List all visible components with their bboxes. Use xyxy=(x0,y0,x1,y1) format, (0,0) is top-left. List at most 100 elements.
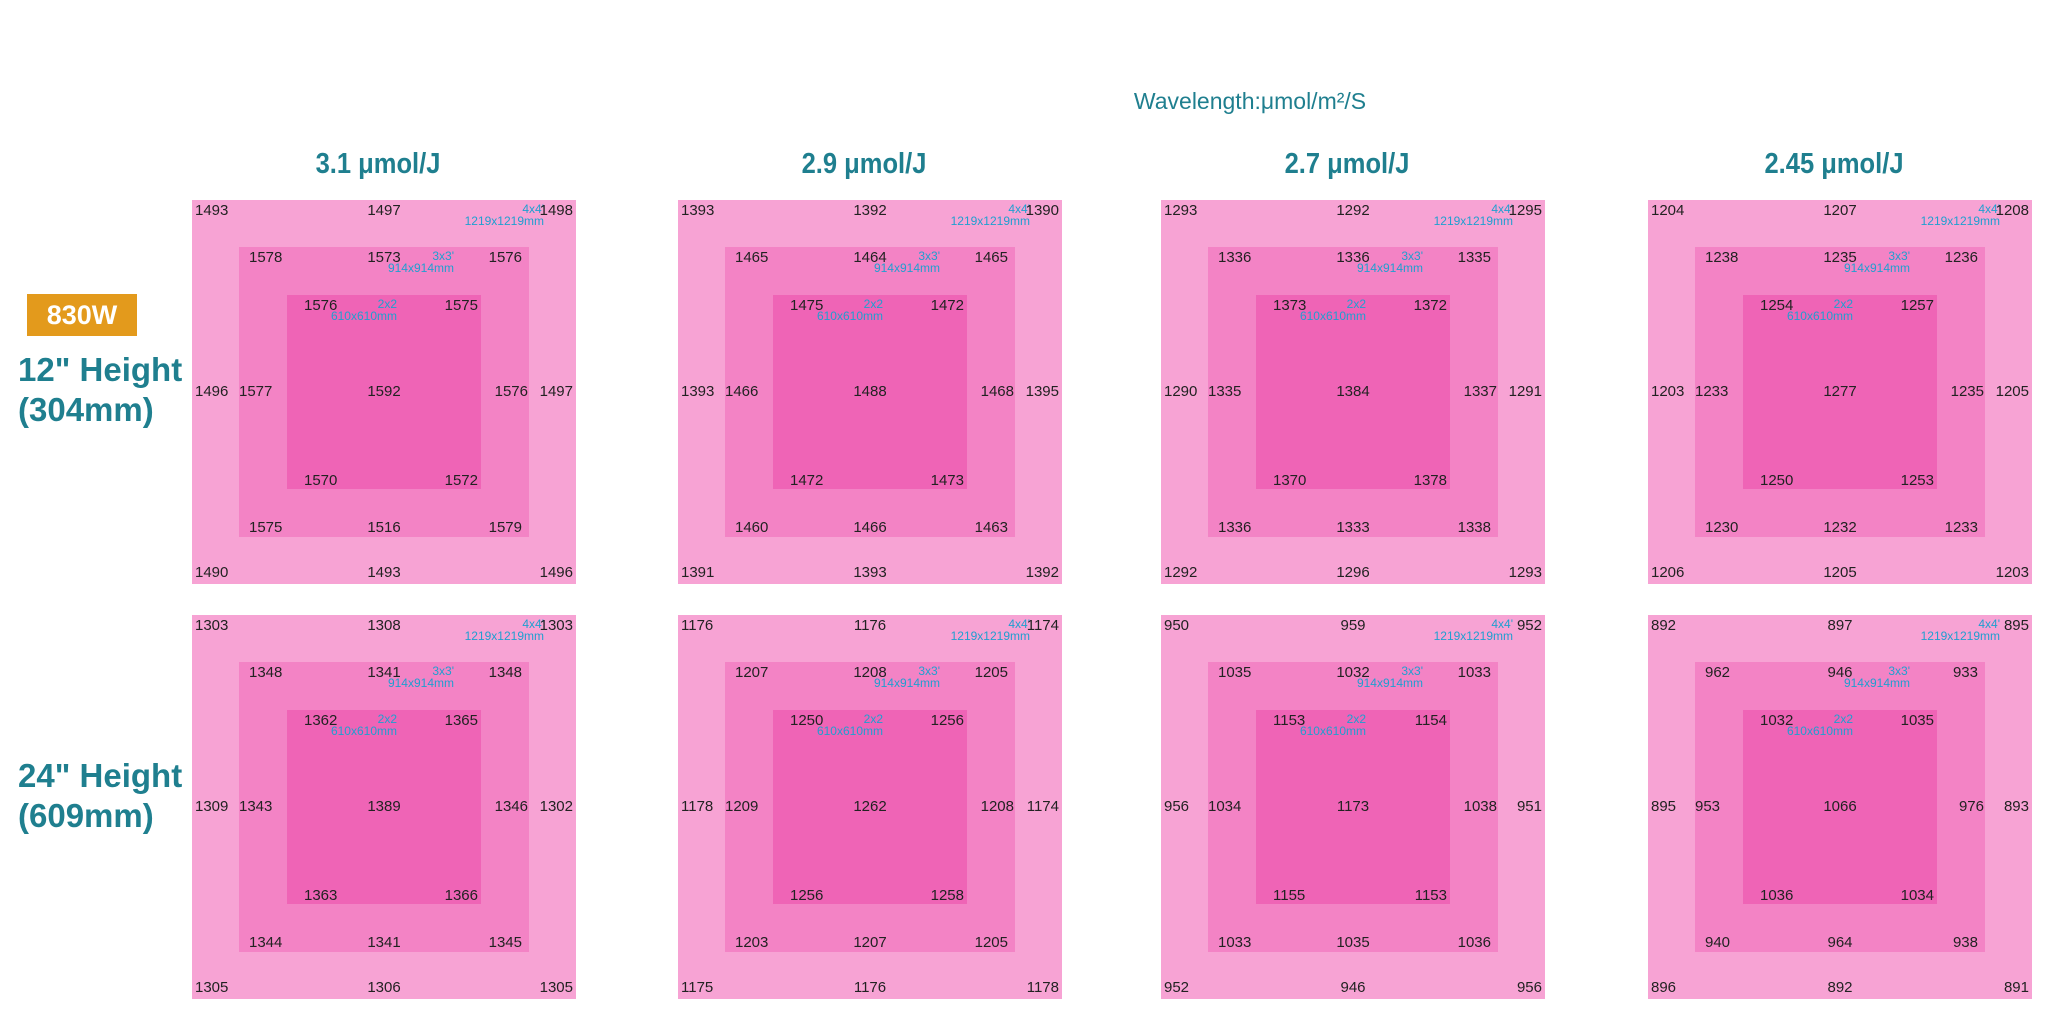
ppfd-value-m-bm: 1341 xyxy=(367,934,401,951)
ppfd-value-o-bl: 1292 xyxy=(1164,564,1198,581)
ppfd-value-o-tr: 1174 xyxy=(1026,617,1059,634)
ppfd-value-m-tr: 1236 xyxy=(1944,249,1978,266)
ppfd-value-i-tr: 1472 xyxy=(930,297,964,314)
ppfd-value-m-br: 1345 xyxy=(488,934,522,951)
ppfd-value-o-bm: 1205 xyxy=(1823,564,1857,581)
zone-size-mm: 610x610mm xyxy=(1786,309,1853,323)
zone-size: 2x2 xyxy=(1346,297,1366,311)
row-label-line2: (609mm) xyxy=(18,797,154,834)
ppfd-value-m-br: 1463 xyxy=(974,519,1008,536)
ppfd-value-center: 1384 xyxy=(1336,383,1370,400)
zone-size: 4x4' xyxy=(522,202,544,216)
ppfd-value-m-ml: 1577 xyxy=(239,383,273,400)
inner-zone-label: 2x2 610x610mm xyxy=(817,713,883,737)
ppfd-value-center: 1066 xyxy=(1823,798,1857,815)
ppfd-value-m-bl: 1344 xyxy=(249,934,283,951)
ppfd-value-m-tm: 1032 xyxy=(1336,664,1370,681)
ppfd-value-m-bm: 1333 xyxy=(1336,519,1370,536)
ppfd-value-m-bl: 940 xyxy=(1705,934,1731,951)
ppfd-value-o-tm: 1497 xyxy=(367,202,401,219)
ppfd-value-i-tl: 1362 xyxy=(304,712,338,729)
mid-zone-label: 3x3' 914x914mm xyxy=(874,250,940,274)
zone-size-mm: 610x610mm xyxy=(1786,724,1853,738)
zone-size: 3x3' xyxy=(918,249,940,263)
ppfd-value-m-tm: 1336 xyxy=(1336,249,1370,266)
ppfd-map: 4x4' 1219x1219mm 3x3' 914x914mm 2x2 610x610mm… xyxy=(1161,200,1545,584)
ppfd-value-o-br: 1305 xyxy=(539,979,573,996)
ppfd-value-o-br: 891 xyxy=(2003,979,2029,996)
inner-coverage-square xyxy=(773,710,967,904)
ppfd-value-o-bl: 1391 xyxy=(681,564,715,581)
ppfd-value-m-tl: 1578 xyxy=(249,249,283,266)
ppfd-value-i-bl: 1155 xyxy=(1273,887,1306,904)
zone-size: 3x3' xyxy=(1888,249,1910,263)
ppfd-value-i-tl: 1032 xyxy=(1760,712,1794,729)
ppfd-value-i-bl: 1250 xyxy=(1760,472,1794,489)
ppfd-value-center: 1488 xyxy=(853,383,887,400)
ppfd-value-m-br: 938 xyxy=(1952,934,1978,951)
column-title-2: 2.9 μmol/J xyxy=(801,148,927,180)
ppfd-value-m-tl: 1465 xyxy=(735,249,769,266)
ppfd-value-i-tl: 1250 xyxy=(790,712,824,729)
ppfd-value-m-bl: 1575 xyxy=(249,519,283,536)
zone-size: 4x4' xyxy=(1008,202,1030,216)
mid-zone-label: 3x3' 914x914mm xyxy=(1357,665,1423,689)
ppfd-value-o-mr: 1497 xyxy=(539,383,573,400)
mid-zone-label: 3x3' 914x914mm xyxy=(388,665,454,689)
column-title-4: 2.45 μmol/J xyxy=(1764,148,1904,180)
row-label-line1: 24" Height xyxy=(18,757,183,794)
ppfd-value-o-tl: 1393 xyxy=(681,202,715,219)
ppfd-value-m-mr: 1208 xyxy=(980,798,1014,815)
ppfd-value-o-mr: 893 xyxy=(2003,798,2029,815)
ppfd-value-center: 1262 xyxy=(853,798,887,815)
zone-size-mm: 1219x1219mm xyxy=(464,629,544,643)
ppfd-value-i-tr: 1575 xyxy=(444,297,478,314)
ppfd-value-o-mr: 1395 xyxy=(1025,383,1059,400)
ppfd-value-o-tr: 952 xyxy=(1516,617,1542,634)
ppfd-value-o-bm: 1306 xyxy=(367,979,401,996)
ppfd-value-o-tl: 1293 xyxy=(1164,202,1198,219)
outer-zone-label: 4x4' 1219x1219mm xyxy=(1434,618,1513,642)
zone-size-mm: 610x610mm xyxy=(816,724,883,738)
ppfd-value-i-br: 1378 xyxy=(1413,472,1447,489)
ppfd-value-o-bm: 892 xyxy=(1827,979,1853,996)
ppfd-value-m-tm: 1208 xyxy=(853,664,887,681)
zone-size-mm: 914x914mm xyxy=(1843,261,1910,275)
ppfd-value-m-mr: 1468 xyxy=(980,383,1014,400)
ppfd-value-o-mr: 951 xyxy=(1516,798,1542,815)
ppfd-value-o-br: 1293 xyxy=(1508,564,1542,581)
ppfd-value-m-ml: 1034 xyxy=(1208,798,1242,815)
ppfd-value-i-br: 1153 xyxy=(1414,887,1447,904)
ppfd-value-m-mr: 1235 xyxy=(1950,383,1984,400)
ppfd-value-o-br: 1178 xyxy=(1026,979,1059,996)
ppfd-value-m-tr: 1335 xyxy=(1457,249,1491,266)
zone-size: 3x3' xyxy=(918,664,940,678)
ppfd-value-m-ml: 953 xyxy=(1695,798,1721,815)
wavelength-unit-label: Wavelength:μmol/m²/S xyxy=(1133,88,1367,114)
ppfd-value-m-ml: 1343 xyxy=(239,798,273,815)
ppfd-value-m-mr: 1337 xyxy=(1463,383,1497,400)
mid-zone-label: 3x3' 914x914mm xyxy=(1357,250,1423,274)
ppfd-value-m-tr: 1465 xyxy=(974,249,1008,266)
ppfd-value-m-bm: 1035 xyxy=(1336,934,1370,951)
zone-size: 3x3' xyxy=(432,664,454,678)
ppfd-value-m-tm: 1235 xyxy=(1823,249,1857,266)
ppfd-value-m-bl: 1230 xyxy=(1705,519,1739,536)
outer-zone-label: 4x4' 1219x1219mm xyxy=(1921,203,2000,227)
ppfd-value-m-br: 1338 xyxy=(1457,519,1491,536)
zone-size-mm: 914x914mm xyxy=(387,676,454,690)
ppfd-value-i-tr: 1035 xyxy=(1900,712,1934,729)
row-label-12in: 12" Height (304mm) xyxy=(18,350,198,430)
zone-size-mm: 914x914mm xyxy=(873,676,940,690)
ppfd-value-o-tr: 1208 xyxy=(1995,202,2029,219)
ppfd-value-i-tl: 1254 xyxy=(1760,297,1794,314)
mid-zone-label: 3x3' 914x914mm xyxy=(388,250,454,274)
column-title-1: 3.1 μmol/J xyxy=(315,148,441,180)
ppfd-value-o-bl: 1175 xyxy=(681,979,714,996)
ppfd-value-center: 1592 xyxy=(367,383,401,400)
zone-size: 4x4' xyxy=(1978,617,2000,631)
zone-size-mm: 610x610mm xyxy=(330,309,397,323)
ppfd-value-m-tm: 1573 xyxy=(367,249,401,266)
ppfd-value-o-ml: 1393 xyxy=(681,383,715,400)
outer-zone-label: 4x4' 1219x1219mm xyxy=(1921,618,2000,642)
